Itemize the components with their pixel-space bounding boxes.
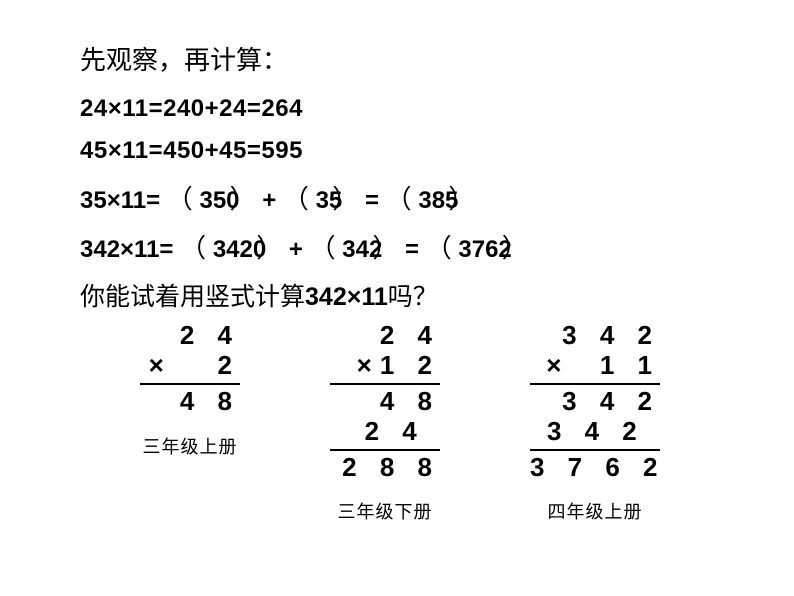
paren-close: ） xyxy=(230,184,256,214)
paren-open: （ xyxy=(283,184,309,214)
calc3-op: × 1 1 xyxy=(530,351,660,381)
paren-close: ） xyxy=(256,233,282,263)
equation-2: 45×11=450+45=595 xyxy=(80,137,794,165)
equation-3: 35×11= （ 350） + （ 35） = （ 385） xyxy=(80,179,794,216)
rule xyxy=(140,383,240,385)
eq4-eq: = xyxy=(405,236,419,263)
paren-open: （ xyxy=(180,233,206,263)
calc-2: 2 4 ×1 2 4 8 2 4 2 8 8 三年级下册 xyxy=(330,321,440,524)
calc3-caption: 四年级上册 xyxy=(530,498,660,524)
calc-3: 3 4 2 × 1 1 3 4 2 3 4 2 3 7 6 2 四年级上册 xyxy=(530,321,660,524)
paren-close: ） xyxy=(448,184,474,214)
paren-open: （ xyxy=(310,233,336,263)
q2-pre: 你能试着用竖式计算 xyxy=(80,283,305,311)
equation-4: 342×11= （ 3420） + （ 342） = （ 3762） xyxy=(80,228,794,265)
calc3-top: 3 4 2 xyxy=(530,321,660,351)
eq3-prefix: 35×11= xyxy=(80,187,160,214)
heading: 先观察，再计算： xyxy=(80,40,794,77)
paren-open: （ xyxy=(167,184,193,214)
q2-post: 吗？ xyxy=(388,283,438,311)
paren-open: （ xyxy=(386,184,412,214)
rule xyxy=(330,449,440,451)
calc2-top: 2 4 xyxy=(330,321,440,351)
paren-close: ） xyxy=(502,233,528,263)
q2-expr: 342×11 xyxy=(305,283,388,311)
eq4-prefix: 342×11= xyxy=(80,236,173,263)
rule xyxy=(530,449,660,451)
calc-1: 2 4 × 2 4 8 三年级上册 xyxy=(140,321,240,524)
paren-close: ） xyxy=(332,184,358,214)
paren-close: ） xyxy=(372,233,398,263)
calc3-result: 3 7 6 2 xyxy=(530,453,660,483)
calc2-caption: 三年级下册 xyxy=(330,498,440,524)
eq4-plus: + xyxy=(289,236,303,263)
calc2-result: 2 8 8 xyxy=(330,453,440,483)
equation-1: 24×11=240+24=264 xyxy=(80,95,794,123)
calc2-line2: 2 4 xyxy=(330,417,440,447)
calc3-line2: 3 4 2 xyxy=(530,417,660,447)
calc1-top: 2 4 xyxy=(140,321,240,351)
calc3-line1: 3 4 2 xyxy=(530,387,660,417)
calc1-op: × 2 xyxy=(140,351,240,381)
calc1-caption: 三年级上册 xyxy=(140,433,240,459)
rule xyxy=(530,383,660,385)
paren-open: （ xyxy=(426,233,452,263)
eq3-eq: = xyxy=(365,187,379,214)
question-2: 你能试着用竖式计算342×11吗？ xyxy=(80,277,794,313)
calc2-line1: 4 8 xyxy=(330,387,440,417)
vertical-calcs: 2 4 × 2 4 8 三年级上册 2 4 ×1 2 4 8 2 4 2 8 8… xyxy=(140,321,794,524)
calc1-line1: 4 8 xyxy=(140,387,240,417)
calc2-op: ×1 2 xyxy=(330,351,440,381)
rule xyxy=(330,383,440,385)
eq3-plus: + xyxy=(262,187,276,214)
